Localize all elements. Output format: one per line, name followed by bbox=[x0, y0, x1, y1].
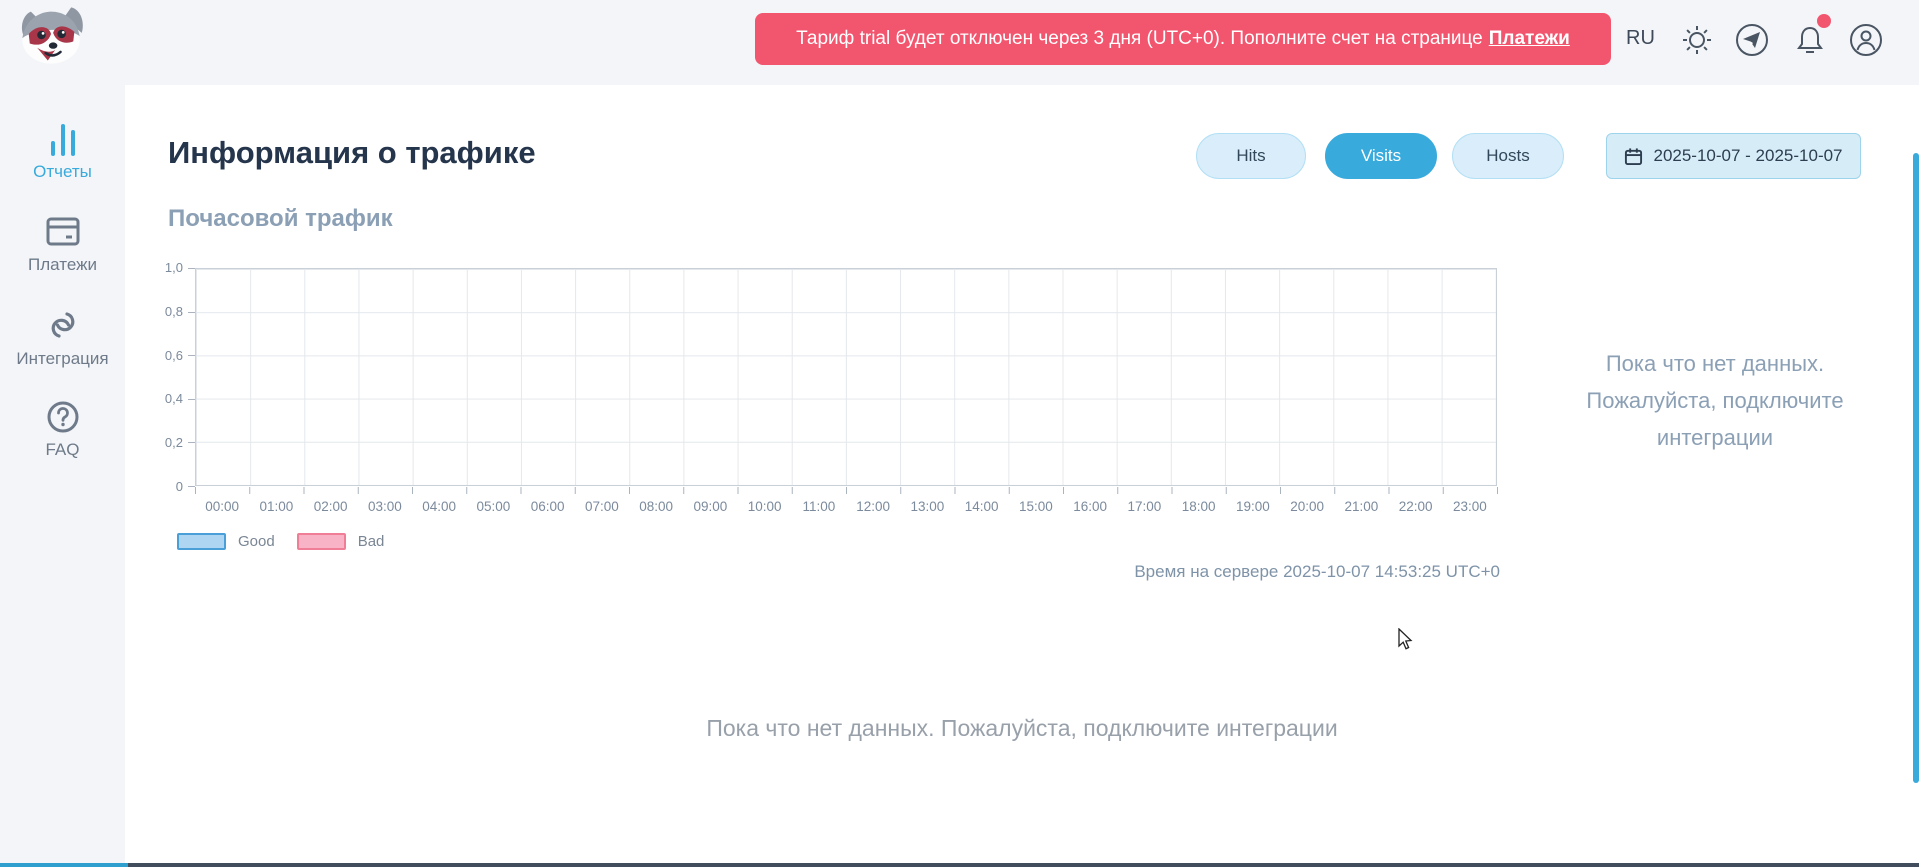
banner-text: Тариф trial будет отключен через 3 дня (… bbox=[796, 28, 1483, 49]
theme-sun-icon[interactable] bbox=[1679, 22, 1715, 58]
no-data-message-side: Пока что нет данных. Пожалуйста, подключ… bbox=[1586, 351, 1844, 450]
page-title: Информация о трафике bbox=[168, 135, 536, 170]
server-time: Время на сервере 2025-10-07 14:53:25 UTC… bbox=[1134, 562, 1500, 581]
sidebar-item-reports[interactable]: Отчеты bbox=[0, 118, 125, 182]
legend-swatch-good bbox=[177, 533, 226, 550]
sidebar-nav: Отчеты Платежи Интеграция FAQ bbox=[0, 85, 125, 867]
legend-label: Bad bbox=[357, 533, 385, 550]
legend-item-good: Good bbox=[177, 533, 275, 550]
legend-item-bad: Bad bbox=[296, 533, 385, 550]
tab-hosts[interactable]: Hosts bbox=[1452, 133, 1564, 179]
tab-hits[interactable]: Hits bbox=[1196, 133, 1306, 179]
bell-icon[interactable] bbox=[1792, 22, 1828, 58]
date-range-picker[interactable]: 2025-10-07 - 2025-10-07 bbox=[1606, 133, 1861, 179]
x-axis-labels: 00:00 01:00 02:00 03:00 04:00 05:00 06:00 07:00… bbox=[205, 499, 1487, 514]
chart-title: Почасовой трафик bbox=[168, 205, 393, 232]
language-switcher[interactable]: RU bbox=[1626, 27, 1655, 49]
x-axis-ticks bbox=[195, 487, 1498, 494]
payments-link[interactable]: Платежи bbox=[1488, 28, 1570, 49]
sidebar-item-label: Отчеты bbox=[33, 162, 92, 181]
chart-legend: Good Bad bbox=[177, 533, 384, 550]
notification-badge bbox=[1817, 14, 1831, 28]
credit-card-icon bbox=[46, 217, 79, 246]
legend-swatch-bad bbox=[296, 533, 346, 550]
y-axis-labels: 1,0 0,8 0,6 0,4 0,2 0 bbox=[164, 260, 183, 494]
raccoon-logo bbox=[21, 7, 83, 64]
vertical-scrollbar-thumb[interactable] bbox=[1913, 153, 1919, 783]
link-icon bbox=[51, 312, 74, 338]
bar-chart-icon bbox=[50, 124, 75, 156]
sidebar-item-payments[interactable]: Платежи bbox=[0, 213, 125, 275]
question-icon bbox=[47, 401, 78, 433]
y-axis-ticks bbox=[188, 268, 195, 487]
no-data-message-bottom: Пока что нет данных. Пожалуйста, подключ… bbox=[706, 715, 1338, 741]
sidebar-item-integration[interactable]: Интеграция bbox=[0, 305, 125, 369]
tab-visits[interactable]: Visits bbox=[1325, 133, 1437, 179]
trial-warning-banner: Тариф trial будет отключен через 3 дня (… bbox=[755, 13, 1611, 65]
top-header: Тариф trial будет отключен через 3 дня (… bbox=[0, 0, 1919, 85]
horizontal-scrollbar-track[interactable] bbox=[0, 863, 1919, 867]
date-range-value: 2025-10-07 - 2025-10-07 bbox=[1653, 146, 1843, 165]
legend-label: Good bbox=[238, 533, 275, 550]
sidebar-item-label: Интеграция bbox=[16, 349, 109, 368]
mouse-cursor bbox=[1398, 628, 1413, 650]
calendar-icon bbox=[1625, 147, 1643, 165]
horizontal-scrollbar-thumb[interactable] bbox=[0, 863, 128, 867]
sidebar-item-label: Платежи bbox=[28, 255, 97, 274]
telegram-icon[interactable] bbox=[1734, 22, 1770, 58]
sidebar-item-label: FAQ bbox=[45, 440, 80, 459]
account-icon[interactable] bbox=[1848, 22, 1884, 58]
sidebar-item-faq[interactable]: FAQ bbox=[0, 398, 125, 460]
chart-plot-area bbox=[195, 268, 1497, 486]
main-panel: Информация о трафике Hits Visits Hosts 2… bbox=[125, 85, 1919, 867]
